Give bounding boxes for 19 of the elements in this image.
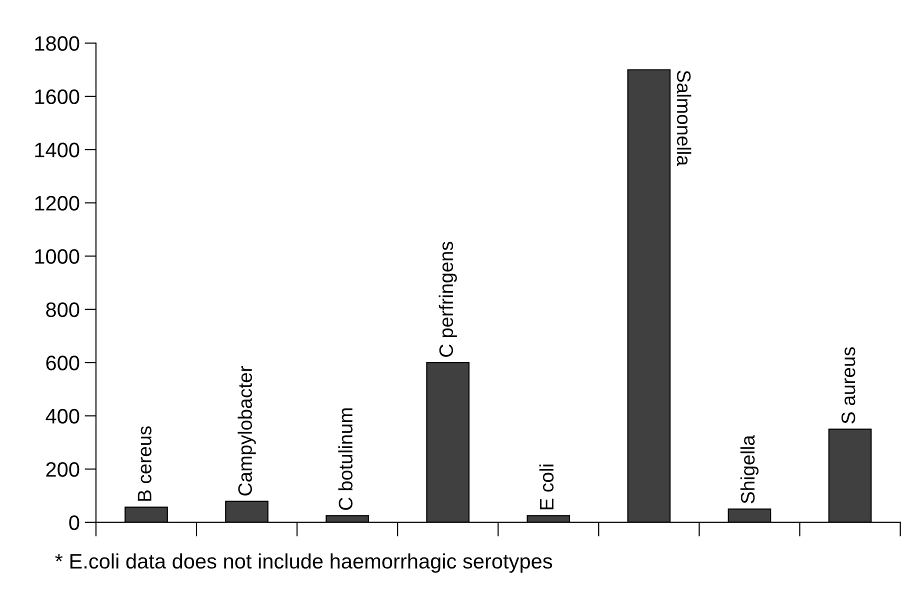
x-tick-label: C perfringens [438,242,457,357]
y-tick-label: 1400 [35,142,80,158]
x-tick-label: S aureus [841,347,856,424]
x-tick-label: Shigella [740,435,759,504]
y-tick-label: 800 [46,302,80,318]
y-tick-label: 400 [46,408,80,424]
y-tick-label: 200 [46,462,80,477]
y-tick-label: 1600 [35,89,80,104]
x-tick-label: E coli [539,464,554,510]
x-tick-label: Campylobacter [238,366,256,496]
y-tick-label: 600 [46,356,80,370]
x-tick-label: B cereus [138,426,152,501]
x-tick-label: Salmonella [676,70,692,166]
y-tick-label: 0 [69,515,80,530]
text: * E.coli data does not include haemorrhagic serotypes [55,553,552,573]
x-tick-label: C botulinum [338,408,353,510]
y-tick-label: 1800 [35,36,80,51]
y-tick-label: 1200 [35,196,80,211]
y-tick-label: 1000 [35,249,80,264]
